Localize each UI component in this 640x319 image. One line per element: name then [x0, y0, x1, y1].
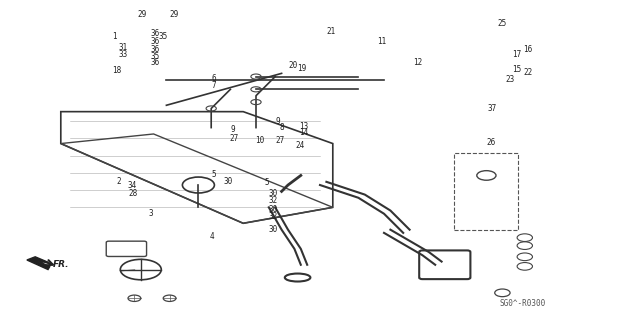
Bar	[454, 153, 518, 230]
Text: 11: 11	[378, 37, 387, 46]
Text: FR.: FR.	[53, 260, 70, 269]
Text: SG0^-R0300: SG0^-R0300	[499, 299, 545, 308]
Text: 15: 15	[512, 65, 521, 74]
Text: 34: 34	[128, 182, 137, 190]
Text: 30: 30	[224, 177, 233, 186]
Text: 29: 29	[170, 10, 179, 19]
Text: 36: 36	[150, 58, 159, 67]
Text: 17: 17	[512, 50, 521, 59]
Text: 8: 8	[280, 123, 284, 132]
Text: 26: 26	[486, 138, 495, 147]
Text: 35: 35	[150, 52, 159, 61]
Text: 12: 12	[413, 58, 422, 67]
Text: 32: 32	[269, 197, 278, 205]
Text: 24: 24	[295, 141, 304, 150]
Text: 37: 37	[488, 104, 497, 113]
Text: 9: 9	[275, 117, 280, 126]
Text: 14: 14	[300, 128, 308, 137]
Text: 23: 23	[506, 75, 515, 84]
Text: 33: 33	[118, 50, 127, 59]
Text: 10: 10	[255, 136, 264, 145]
Text: 21: 21	[326, 27, 335, 36]
Text: 13: 13	[300, 122, 308, 131]
Text: 30: 30	[269, 205, 278, 214]
Text: 27: 27	[275, 137, 284, 145]
Text: 1: 1	[112, 32, 116, 41]
Text: 30: 30	[269, 189, 278, 198]
Text: 3: 3	[148, 209, 153, 218]
Text: 5: 5	[211, 170, 216, 179]
Text: 4: 4	[210, 232, 214, 241]
Text: 32: 32	[269, 212, 278, 221]
Text: 5: 5	[264, 178, 269, 187]
Text: 25: 25	[498, 19, 507, 28]
Text: 22: 22	[524, 68, 532, 77]
Polygon shape	[27, 257, 50, 270]
Text: 36: 36	[150, 29, 159, 38]
Text: 27: 27	[229, 134, 238, 143]
Text: 36: 36	[150, 45, 159, 54]
Text: 2: 2	[116, 177, 121, 186]
Text: 20: 20	[288, 61, 297, 70]
Text: 9: 9	[230, 125, 235, 134]
Text: 18: 18	[112, 66, 121, 75]
Text: 7: 7	[211, 81, 216, 90]
Text: 29: 29	[138, 10, 147, 19]
Text: 36: 36	[150, 37, 159, 46]
Text: 35: 35	[159, 32, 168, 41]
Text: 16: 16	[524, 45, 532, 54]
Text: 31: 31	[118, 43, 127, 52]
Text: 19: 19	[298, 64, 307, 73]
Text: 6: 6	[211, 74, 216, 83]
Text: 28: 28	[128, 189, 137, 198]
Text: 30: 30	[269, 225, 278, 234]
